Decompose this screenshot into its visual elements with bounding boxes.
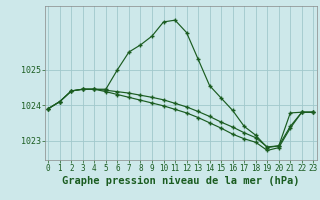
X-axis label: Graphe pression niveau de la mer (hPa): Graphe pression niveau de la mer (hPa) (62, 176, 300, 186)
